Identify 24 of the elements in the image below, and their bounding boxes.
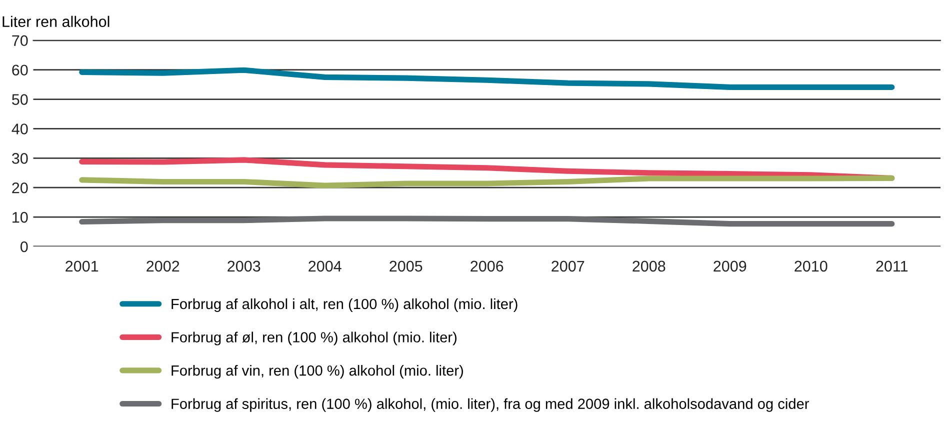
y-tick-label: 0 — [20, 241, 28, 252]
y-tick-label: 30 — [12, 153, 28, 164]
x-tick-label: 2011 — [876, 260, 908, 272]
y-tick-label: 10 — [12, 212, 28, 223]
y-tick-label: 50 — [12, 94, 28, 105]
y-tick-label: 20 — [12, 182, 28, 194]
x-tick-label: 2008 — [632, 260, 666, 272]
legend-label: Forbrug af spiritus, ren (100 %) alkohol, (mio. liter), fra og med 2009 inkl. alkoholsodavand og cider — [172, 398, 809, 412]
x-tick-label: 2010 — [794, 260, 828, 272]
x-tick-label: 2003 — [228, 260, 260, 272]
x-tick-label: 2001 — [66, 260, 98, 272]
y-tick-label: 60 — [12, 64, 28, 76]
x-tick-label: 2009 — [714, 260, 746, 272]
y-tick-label: 70 — [12, 35, 28, 46]
y-axis-title: Liter ren alkohol — [2, 16, 110, 28]
x-tick-label: 2005 — [390, 260, 422, 272]
legend-label: Forbrug af øl, ren (100 %) alkohol (mio. liter) — [172, 332, 456, 346]
x-tick-label: 2007 — [552, 260, 584, 272]
x-tick-label: 2006 — [470, 260, 504, 272]
y-tick-label: 40 — [12, 124, 28, 134]
legend-label: Forbrug af alkohol i alt, ren (100 %) alkohol (mio. liter) — [172, 298, 518, 312]
legend-label: Forbrug af vin, ren (100 %) alkohol (mio. liter) — [172, 365, 463, 379]
x-tick-label: 2004 — [308, 260, 342, 272]
x-tick-label: 2002 — [146, 260, 180, 272]
